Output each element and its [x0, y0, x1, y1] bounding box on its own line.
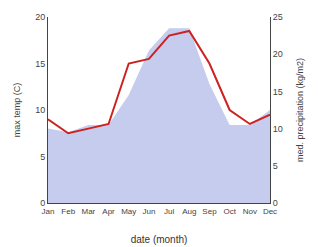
svg-text:May: May [121, 207, 136, 216]
svg-text:Feb: Feb [61, 207, 75, 216]
svg-text:25: 25 [273, 12, 283, 22]
svg-text:Jun: Jun [142, 207, 155, 216]
svg-text:date (month): date (month) [131, 234, 188, 245]
svg-text:Apr: Apr [102, 207, 115, 216]
svg-text:0: 0 [40, 198, 45, 208]
svg-text:Sep: Sep [202, 207, 217, 216]
svg-text:max temp (C): max temp (C) [12, 83, 22, 138]
svg-text:10: 10 [35, 105, 45, 115]
svg-text:20: 20 [35, 12, 45, 22]
svg-text:Jan: Jan [42, 207, 55, 216]
svg-text:Oct: Oct [223, 207, 236, 216]
svg-text:10: 10 [273, 124, 283, 134]
svg-text:Jul: Jul [164, 207, 174, 216]
svg-text:med. precipitation (kg/m2): med. precipitation (kg/m2) [295, 58, 305, 162]
svg-text:20: 20 [273, 49, 283, 59]
svg-text:5: 5 [40, 152, 45, 162]
svg-text:Nov: Nov [243, 207, 257, 216]
svg-text:Aug: Aug [182, 207, 196, 216]
svg-text:0: 0 [273, 198, 278, 208]
svg-text:15: 15 [35, 59, 45, 69]
svg-text:Dec: Dec [263, 207, 277, 216]
svg-text:5: 5 [273, 161, 278, 171]
svg-text:15: 15 [273, 87, 283, 97]
svg-text:Mar: Mar [81, 207, 95, 216]
